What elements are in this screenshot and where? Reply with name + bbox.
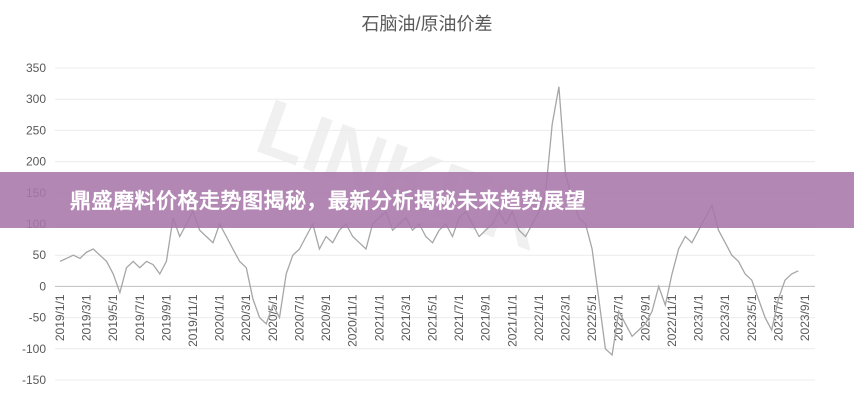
x-tick-label: 2020/9/1 [319, 294, 333, 341]
banner-text: 鼎盛磨料价格走势图揭秘，最新分析揭秘未来趋势展望 [70, 190, 586, 213]
x-tick-label: 2023/7/1 [771, 294, 785, 341]
y-tick-label: -50 [29, 311, 47, 325]
x-tick-label: 2019/11/1 [186, 294, 200, 347]
x-tick-label: 2022/5/1 [585, 294, 599, 341]
x-tick-label: 2020/11/1 [346, 294, 360, 347]
x-tick-label: 2023/1/1 [692, 294, 706, 341]
x-tick-label: 2021/9/1 [479, 294, 493, 341]
x-tick-label: 2023/3/1 [718, 294, 732, 341]
y-tick-label: 0 [39, 279, 46, 293]
y-tick-label: -100 [22, 342, 46, 356]
x-tick-label: 2021/11/1 [505, 294, 519, 347]
chart-title: 石脑油/原油价差 [361, 14, 492, 34]
x-tick-label: 2019/3/1 [80, 294, 94, 341]
x-tick-label: 2019/7/1 [133, 294, 147, 341]
x-tick-label: 2020/3/1 [239, 294, 253, 341]
y-tick-label: -150 [22, 373, 46, 387]
x-tick-label: 2022/9/1 [638, 294, 652, 341]
x-tick-label: 2022/1/1 [532, 294, 546, 341]
line [59, 86, 799, 357]
x-tick-label: 2022/7/1 [612, 294, 626, 341]
x-tick-label: 2019/5/1 [106, 294, 120, 341]
x-tick-label: 2021/5/1 [426, 294, 440, 341]
x-tick-label: 2021/3/1 [399, 294, 413, 341]
x-tick-label: 2020/1/1 [213, 294, 227, 341]
banner: 鼎盛磨料价格走势图揭秘，最新分析揭秘未来趋势展望 [0, 172, 854, 228]
y-tick-label: 350 [26, 61, 46, 75]
x-tick-label: 2020/7/1 [292, 294, 306, 341]
y-tick-label: 200 [26, 155, 46, 169]
x-tick-label: 2023/5/1 [745, 294, 759, 341]
x-tick-label: 2022/3/1 [559, 294, 573, 341]
x-tick-label: 2019/9/1 [159, 294, 173, 341]
x-tick-label: 2021/1/1 [372, 294, 386, 341]
y-tick-label: 250 [26, 123, 46, 137]
y-tick-label: 300 [26, 92, 46, 106]
x-tick-label: 2023/9/1 [798, 294, 812, 341]
x-tick-label: 2021/7/1 [452, 294, 466, 341]
x-tick-label: 2019/1/1 [53, 294, 67, 341]
x-tick-label: 2020/5/1 [266, 294, 280, 341]
y-tick-label: 50 [33, 248, 47, 262]
x-tick-label: 2022/11/1 [665, 294, 679, 347]
